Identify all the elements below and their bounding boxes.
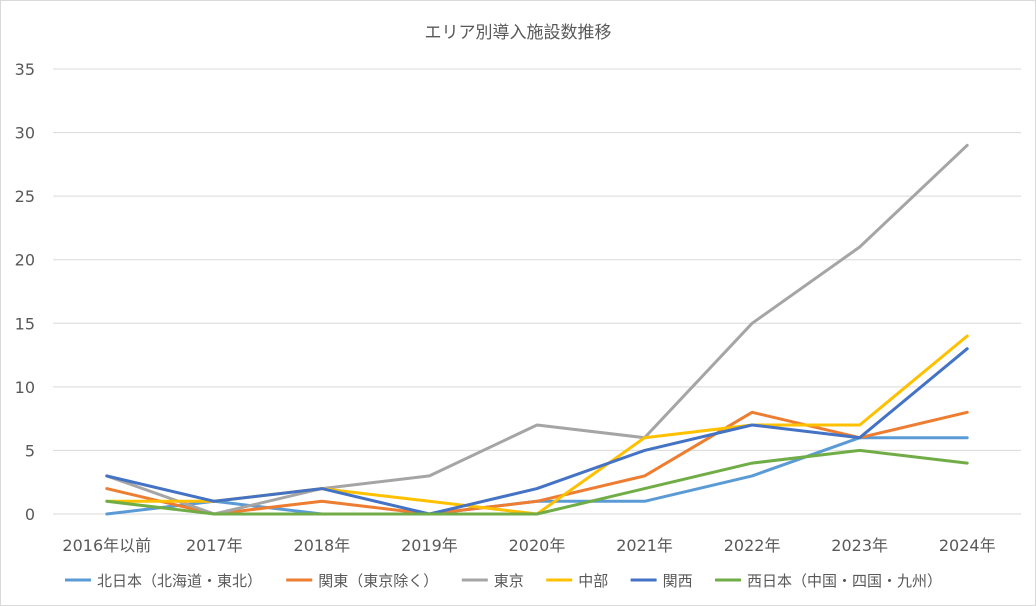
y-tick-label: 5 [25, 441, 35, 460]
y-axis-ticks: 0 5 10 15 20 25 30 35 [15, 60, 35, 524]
series-line-2 [105, 143, 969, 516]
y-tick-label: 30 [15, 124, 35, 143]
y-tick-label: 20 [15, 251, 35, 270]
y-tick-label: 15 [15, 314, 35, 333]
x-tick-label: 2018年 [294, 536, 351, 555]
legend-label-1: 関東（東京除く） [318, 572, 438, 590]
legend-label-3: 中部 [578, 572, 608, 590]
x-tick-label: 2022年 [724, 536, 781, 555]
series-line-1 [105, 410, 969, 516]
y-tick-label: 0 [25, 505, 35, 524]
series-lines [105, 143, 969, 516]
x-tick-label: 2023年 [831, 536, 888, 555]
x-tick-label: 2024年 [939, 536, 996, 555]
gridlines [53, 68, 1021, 515]
legend-label-2: 東京 [494, 572, 524, 590]
x-tick-label: 2019年 [401, 536, 458, 555]
x-tick-label: 2017年 [186, 536, 243, 555]
x-axis-ticks: 2016年以前 2017年 2018年 2019年 2020年 2021年 2022年 202… [62, 536, 995, 555]
series-line-4 [105, 347, 969, 516]
legend-label-4: 関西 [663, 572, 693, 590]
x-tick-label: 2020年 [509, 536, 566, 555]
series-line-5 [105, 448, 969, 516]
legend: 北日本（北海道・東北） 関東（東京除く） 東京 中部 関西 西日本（中国・四国・九州） [65, 572, 942, 590]
legend-label-5: 西日本（中国・四国・九州） [747, 572, 942, 590]
legend-label-0: 北日本（北海道・東北） [97, 572, 262, 590]
chart-title: エリア別導入施設数推移 [425, 23, 612, 43]
y-tick-label: 25 [15, 187, 35, 206]
x-tick-label: 2016年以前 [62, 536, 151, 555]
y-tick-label: 10 [15, 378, 35, 397]
y-tick-label: 35 [15, 60, 35, 79]
x-tick-label: 2021年 [616, 536, 673, 555]
